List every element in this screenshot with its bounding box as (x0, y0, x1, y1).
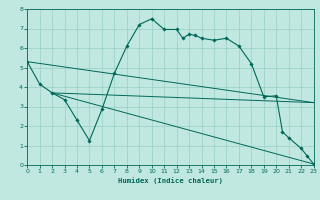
X-axis label: Humidex (Indice chaleur): Humidex (Indice chaleur) (118, 177, 223, 184)
